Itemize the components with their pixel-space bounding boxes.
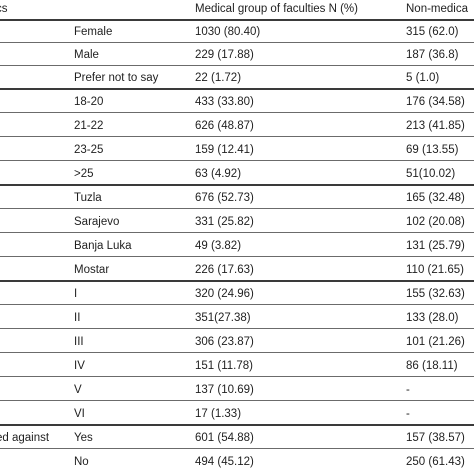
row-medical: 22 (1.72) — [195, 72, 242, 84]
header-medical: Medical group of faculties N (%) — [195, 3, 358, 15]
row-option: III — [74, 336, 84, 348]
row-divider — [0, 65, 474, 66]
row-divider — [0, 448, 474, 449]
row-medical: 601 (54.88) — [195, 432, 254, 444]
row-nonmedical: 155 (32.63) — [406, 288, 465, 300]
row-nonmedical: 131 (25.79) — [406, 240, 465, 252]
row-divider — [0, 232, 474, 233]
row-medical: 320 (24.96) — [195, 288, 254, 300]
row-medical: 137 (10.69) — [195, 384, 254, 396]
row-nonmedical: 101 (21.26) — [406, 336, 465, 348]
row-divider — [0, 184, 474, 186]
row-nonmedical: 315 (62.0) — [406, 26, 459, 38]
row-medical: 306 (23.87) — [195, 336, 254, 348]
row-nonmedical: 5 (1.0) — [406, 72, 440, 84]
row-medical: 626 (48.87) — [195, 120, 254, 132]
row-nonmedical: 110 (21.65) — [406, 264, 464, 276]
row-nonmedical: - — [406, 408, 410, 420]
row-divider — [0, 112, 474, 113]
row-medical: 63 (4.92) — [195, 168, 242, 180]
header-rule — [0, 19, 474, 21]
row-nonmedical: 69 (13.55) — [406, 144, 459, 156]
header-category: cs — [0, 3, 8, 15]
row-option: Mostar — [74, 264, 110, 276]
row-option: Banja Luka — [74, 240, 132, 252]
row-nonmedical: 165 (32.48) — [406, 192, 465, 204]
row-medical: 159 (12.41) — [195, 144, 254, 156]
row-divider — [0, 208, 474, 209]
row-nonmedical: 86 (18.11) — [406, 360, 458, 372]
row-divider — [0, 304, 474, 305]
row-nonmedical: 187 (36.8) — [406, 49, 459, 61]
header-nonmedical: Non-medica — [406, 3, 468, 15]
row-medical: 351(27.38) — [195, 312, 251, 324]
row-divider — [0, 400, 474, 401]
row-option: 18-20 — [74, 96, 104, 108]
row-divider — [0, 88, 474, 90]
row-option: I — [74, 288, 78, 300]
row-nonmedical: 176 (34.58) — [406, 96, 465, 108]
row-option: VI — [74, 408, 85, 420]
row-option: IV — [74, 360, 85, 372]
row-medical: 1030 (80.40) — [195, 26, 261, 38]
row-option: 23-25 — [74, 144, 104, 156]
row-medical: 433 (33.80) — [195, 96, 254, 108]
row-divider — [0, 160, 474, 161]
row-medical: 494 (45.12) — [195, 456, 254, 468]
row-medical: 49 (3.82) — [195, 240, 242, 252]
row-option: Male — [74, 49, 99, 61]
row-nonmedical: 133 (28.0) — [406, 312, 459, 324]
row-divider — [0, 352, 474, 353]
row-option: V — [74, 384, 82, 396]
row-option: Tuzla — [74, 192, 102, 204]
row-medical: 17 (1.33) — [195, 408, 242, 420]
row-option: No — [74, 456, 89, 468]
row-divider — [0, 424, 474, 426]
row-option: II — [74, 312, 81, 324]
row-nonmedical: 250 (61.43) — [406, 456, 465, 468]
row-nonmedical: 157 (38.57) — [406, 432, 465, 444]
row-divider — [0, 256, 474, 257]
row-divider — [0, 280, 474, 282]
row-divider — [0, 136, 474, 137]
row-option: >25 — [74, 168, 94, 180]
row-divider — [0, 376, 474, 377]
row-medical: 226 (17.63) — [195, 264, 254, 276]
row-nonmedical: 51(10.02) — [406, 168, 456, 180]
row-divider — [0, 328, 474, 329]
row-option: Sarajevo — [74, 216, 120, 228]
row-divider — [0, 42, 474, 43]
row-option: Prefer not to say — [74, 72, 159, 84]
row-nonmedical: 102 (20.08) — [406, 216, 465, 228]
row-nonmedical: - — [406, 384, 410, 396]
row-medical: 331 (25.82) — [195, 216, 254, 228]
row-medical: 229 (17.88) — [195, 49, 254, 61]
row-option: Female — [74, 26, 113, 38]
row-category: ed against — [0, 432, 50, 444]
row-option: 21-22 — [74, 120, 104, 132]
row-medical: 151 (11.78) — [195, 360, 253, 372]
row-medical: 676 (52.73) — [195, 192, 254, 204]
row-option: Yes — [74, 432, 93, 444]
row-nonmedical: 213 (41.85) — [406, 120, 465, 132]
